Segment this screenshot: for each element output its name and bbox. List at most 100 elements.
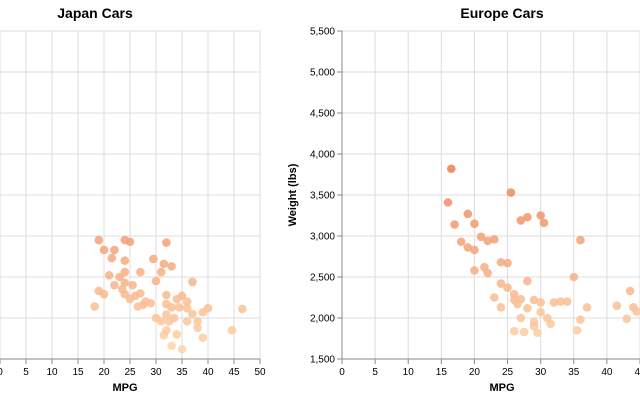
data-point [151,276,161,286]
data-point [463,209,473,219]
data-point [167,341,176,351]
data-point [169,313,179,323]
x-tick-label: 40 [601,367,613,378]
y-tick-label: 1,500 [310,355,335,366]
data-point [523,276,532,286]
data-point [446,164,456,174]
data-point [104,271,114,280]
data-point [470,266,479,275]
y-tick-label: 3,000 [310,232,335,243]
x-tick-label: 5 [372,367,378,378]
data-point [612,301,622,311]
data-point [569,272,579,282]
data-point [99,245,109,255]
data-point [162,238,171,247]
data-point [533,328,542,338]
y-tick-label: 2,000 [310,314,335,325]
data-point [463,243,473,252]
data-point [99,289,109,299]
data-point [516,294,526,304]
x-tick-label: 45 [634,367,640,378]
x-tick-label: 45 [228,367,240,378]
data-point [529,295,539,305]
data-point [167,262,176,271]
data-point [490,234,499,244]
x-tick-label: 15 [436,367,448,378]
data-point [450,220,459,229]
data-point [516,313,526,323]
data-point [496,257,506,267]
data-point [490,293,499,302]
data-point [483,268,492,278]
x-tick-label: 20 [469,367,481,378]
data-point [576,235,585,245]
data-point [167,303,176,312]
data-point [162,290,171,300]
x-tick-label: 50 [254,367,266,378]
x-tick-label: 25 [502,367,514,378]
data-point [556,297,565,306]
data-point [576,315,585,324]
x-tick-label: 10 [46,367,58,378]
data-point [182,297,192,306]
y-tick-label: 3,500 [310,191,335,202]
x-axis-label: MPG [489,382,514,394]
data-point [182,316,192,326]
data-point [110,245,119,255]
data-point [496,279,506,288]
data-point [536,211,545,220]
data-point [496,303,506,312]
data-point [156,316,166,326]
data-point [146,298,156,308]
data-point [509,289,519,299]
x-axis-label: MPG [112,382,137,394]
data-point [172,330,182,339]
data-point [182,303,192,313]
x-tick-label: 25 [124,367,136,378]
x-tick-label: 10 [403,367,415,378]
data-point [632,307,640,316]
data-point [519,327,529,337]
data-point [94,235,104,245]
data-point [506,188,516,197]
chart-japan-cars: 0 5 10 15 20 25 30 35 40 45 50 Japan Cars MPG [0,5,266,394]
data-point [149,254,158,264]
data-point [509,326,519,336]
data-point [562,297,572,306]
data-point [128,280,137,290]
data-point [203,303,213,313]
data-point [238,304,247,314]
data-point [188,277,197,287]
data-point [90,302,99,311]
data-point [120,278,130,288]
x-tick-label: 30 [535,367,547,378]
y-tick-label: 4,500 [310,109,335,120]
data-point [536,307,545,317]
data-point [539,218,549,228]
data-point [536,298,545,307]
y-tick-label: 4,000 [310,150,335,161]
data-point [175,303,184,312]
data-point [523,303,532,313]
y-axis-label: Weight (lbs) [287,163,299,226]
data-point [476,232,486,242]
data-point [136,289,145,298]
x-tick-label: 35 [568,367,580,378]
data-point [549,298,559,307]
data-point [162,310,171,320]
data-point [503,283,512,292]
y-tick-label: 2,500 [310,273,335,284]
data-point [443,198,453,207]
data-point [110,280,119,290]
data-point [470,245,479,255]
data-point [516,216,526,225]
data-point [193,316,202,326]
x-tick-label: 0 [339,367,345,378]
data-point [120,256,130,265]
y-tick-label: 5,000 [310,68,335,79]
data-point [227,326,237,335]
data-point [136,267,145,277]
y-tick-label: 5,500 [310,27,335,38]
data-point [572,326,582,335]
